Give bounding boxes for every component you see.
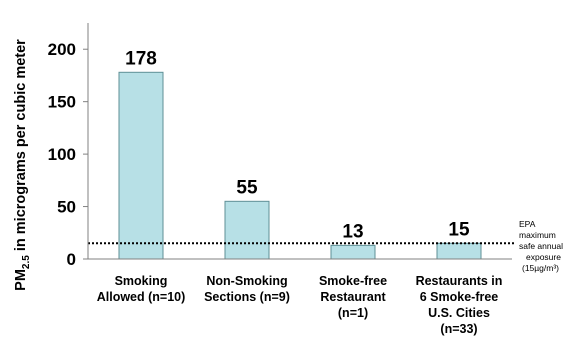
y-tick-label: 50 <box>57 198 76 217</box>
reference-line-annotation: EPA maximum safe annual exposure (15µg/m³) <box>519 219 563 273</box>
x-tick-label: Restaurants in 6 Smoke-free U.S. Cities (n=… <box>416 274 503 336</box>
data-label: 55 <box>236 177 258 198</box>
y-tick-label: 150 <box>48 93 76 112</box>
data-label: 13 <box>342 221 363 242</box>
value-labels: 178 55 13 15 <box>125 48 470 242</box>
bar <box>118 71 164 260</box>
x-tick-label: Smoking Allowed (n=10) <box>97 274 186 304</box>
y-axis-label: PM2.5 in micrograms per cubic meter <box>13 39 32 291</box>
bar <box>224 200 270 260</box>
bar <box>330 244 376 260</box>
data-label: 178 <box>125 48 157 69</box>
data-label: 15 <box>448 219 470 240</box>
y-axis-ticks: 0 50 100 150 200 <box>48 40 88 269</box>
y-tick-label: 200 <box>48 40 76 59</box>
x-tick-label: Non-Smoking Sections (n=9) <box>204 274 290 304</box>
y-tick-label: 0 <box>67 250 76 269</box>
x-axis-ticks: Smoking Allowed (n=10) Non-Smoking Sections… <box>97 274 503 336</box>
y-tick-label: 100 <box>48 145 76 164</box>
bars <box>118 71 482 260</box>
x-tick-label: Smoke-free Restaurant (n=1) <box>319 274 387 320</box>
bar <box>436 242 482 260</box>
